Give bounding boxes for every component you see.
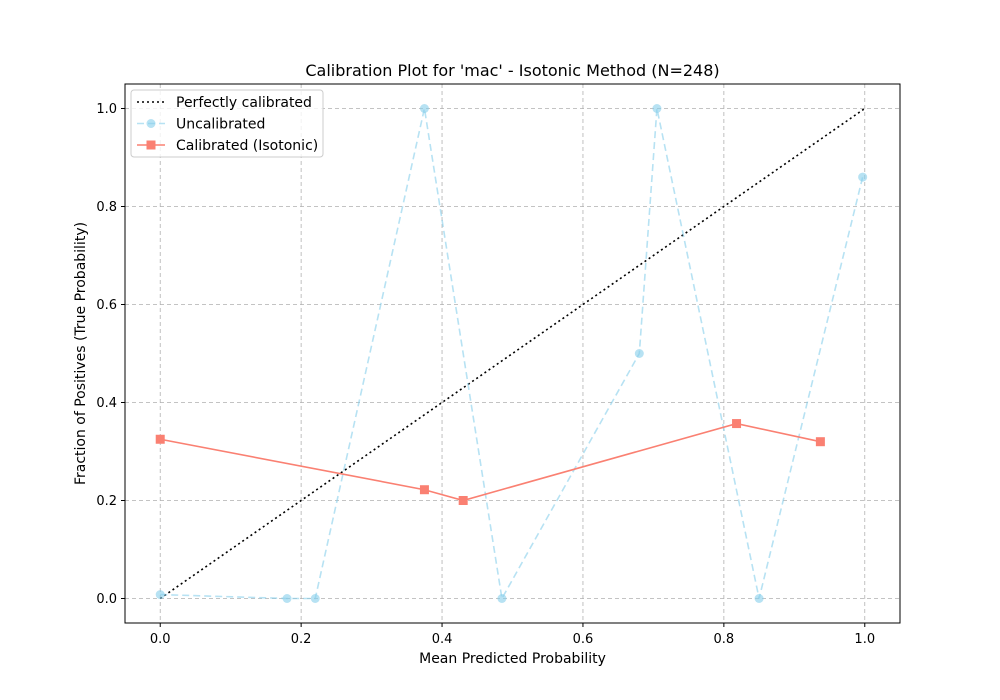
data-point-uncalibrated — [155, 590, 165, 600]
legend: Perfectly calibrated Uncalibrated Calibrat… — [130, 89, 324, 158]
legend-entry-label: Uncalibrated — [176, 117, 265, 133]
data-point-uncalibrated — [754, 594, 764, 603]
data-point-uncalibrated — [497, 594, 507, 603]
chart-title: Calibration Plot for 'mac' - Isotonic Me… — [305, 61, 719, 80]
grid-lines — [125, 84, 900, 623]
data-point-uncalibrated — [652, 104, 662, 113]
series-line-1 — [160, 108, 864, 601]
data-point-calibrated — [815, 437, 825, 447]
y-tick-label: 0.2 — [96, 494, 117, 509]
legend-marker — [146, 119, 156, 128]
data-point-uncalibrated — [634, 349, 644, 358]
y-tick-label: 0.4 — [96, 396, 117, 411]
x-tick-label: 0.4 — [432, 632, 453, 647]
x-tick-label: 1.0 — [854, 632, 875, 647]
x-tick-label: 0.0 — [150, 632, 171, 647]
y-axis-label: Fraction of Positives (True Probability) — [73, 222, 89, 485]
data-point-uncalibrated — [282, 594, 292, 603]
data-point-uncalibrated — [310, 594, 320, 603]
legend-marker — [146, 140, 156, 150]
data-point-uncalibrated — [858, 172, 868, 182]
y-tick-label: 0.6 — [96, 298, 117, 313]
x-tick-label: 0.8 — [714, 632, 735, 647]
y-tick-label: 1.0 — [96, 102, 117, 117]
data-point-calibrated — [419, 485, 429, 495]
data-point-calibrated — [458, 496, 468, 505]
legend-entry-label: Perfectly calibrated — [176, 95, 312, 111]
series-line-2 — [160, 422, 821, 502]
plot-series — [155, 104, 868, 603]
x-tick-label: 0.2 — [291, 632, 312, 647]
plot-area-frame — [124, 83, 901, 624]
y-tick-label: 0.8 — [96, 200, 117, 215]
y-tick-label: 0.0 — [96, 592, 117, 607]
series-line-0 — [159, 107, 866, 600]
data-point-uncalibrated — [419, 104, 429, 113]
legend-entry-label: Calibrated (Isotonic) — [176, 138, 318, 154]
legend-box — [130, 89, 324, 158]
x-axis-label: Mean Predicted Probability — [419, 651, 606, 667]
x-tick-label: 0.6 — [573, 632, 594, 647]
axis-ticks: 0.0 0.2 0.4 0.6 0.8 1.0 0.0 0.2 0.4 0.6 0.8 1.0 — [96, 102, 875, 647]
data-point-calibrated — [732, 419, 742, 429]
data-point-calibrated — [155, 434, 165, 444]
